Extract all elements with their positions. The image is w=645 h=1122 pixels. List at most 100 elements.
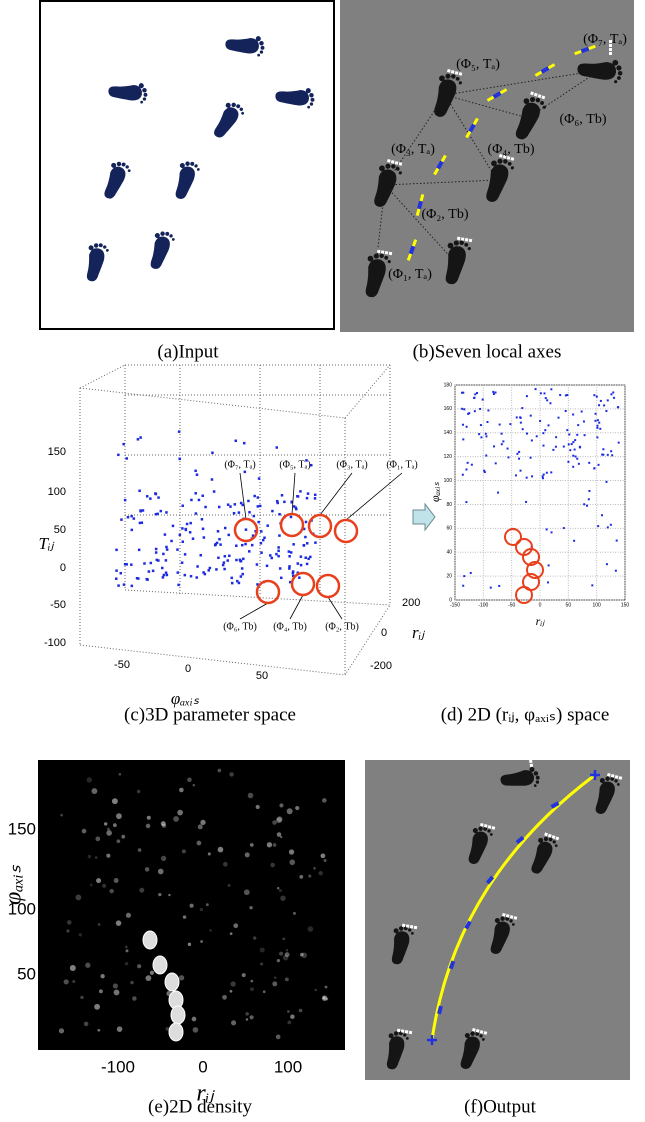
scatter-dot bbox=[461, 423, 464, 426]
scatter-dot bbox=[244, 528, 248, 531]
y-tick-label: 180 bbox=[444, 382, 453, 388]
scatter-dot bbox=[269, 554, 272, 557]
density-blob bbox=[241, 973, 246, 978]
link bbox=[384, 179, 498, 186]
density-blob bbox=[280, 835, 283, 839]
highlight bbox=[290, 571, 316, 597]
density-blob bbox=[191, 1016, 197, 1022]
density-blob bbox=[288, 849, 295, 855]
axis-label: (Φ₁, Tₐ) bbox=[386, 459, 417, 470]
scatter-dot bbox=[164, 571, 168, 574]
scatter-dot bbox=[194, 469, 197, 473]
scatter-dot bbox=[611, 454, 614, 457]
density-blob bbox=[113, 878, 119, 883]
marker bbox=[401, 923, 406, 928]
density-blob bbox=[245, 1012, 249, 1016]
density-blob bbox=[313, 867, 316, 870]
scatter-dot bbox=[165, 511, 168, 514]
scatter-dot bbox=[479, 424, 482, 427]
density-blob bbox=[192, 1027, 199, 1033]
marker bbox=[537, 94, 542, 98]
density-blob bbox=[187, 777, 192, 783]
density-blob bbox=[137, 848, 142, 852]
scatter-dot bbox=[234, 439, 238, 443]
scatter-dot bbox=[562, 445, 565, 448]
density-blob bbox=[96, 878, 102, 884]
scatter-dot bbox=[525, 432, 528, 435]
scatter-dot bbox=[291, 570, 295, 573]
scatter-dot bbox=[544, 429, 547, 432]
scatter-dot bbox=[487, 409, 490, 412]
link bbox=[444, 94, 498, 181]
scatter-dot bbox=[183, 573, 187, 577]
scatter-dot bbox=[591, 584, 594, 587]
y-tick-label: 80 bbox=[446, 502, 452, 508]
scatter-dot bbox=[299, 563, 303, 567]
scatter-dot bbox=[132, 517, 136, 520]
scatter-dot bbox=[462, 438, 465, 441]
marker bbox=[618, 776, 623, 780]
link bbox=[444, 69, 601, 96]
scatter-dot bbox=[244, 542, 247, 546]
scatter-dot bbox=[138, 489, 141, 493]
marker bbox=[609, 40, 612, 43]
scatter-dot bbox=[291, 571, 295, 575]
scatter-dot bbox=[243, 470, 247, 474]
marker bbox=[491, 826, 496, 830]
scatter-dot bbox=[191, 537, 195, 540]
scatter-dot bbox=[227, 533, 230, 537]
density-blob bbox=[287, 1010, 290, 1013]
pointer bbox=[239, 602, 269, 620]
scatter-dot bbox=[463, 408, 466, 411]
scatter-dot bbox=[547, 424, 550, 427]
scatter-dot bbox=[135, 576, 139, 580]
scatter-dot bbox=[183, 553, 187, 556]
density-blob bbox=[227, 883, 231, 887]
highlight bbox=[333, 518, 359, 544]
marker bbox=[475, 1029, 480, 1033]
density-blob bbox=[121, 834, 126, 839]
scatter-dot bbox=[465, 425, 468, 428]
scatter-dot bbox=[582, 420, 585, 423]
scatter-dot bbox=[258, 504, 262, 508]
scatter-dot bbox=[478, 433, 481, 436]
scatter-dot bbox=[525, 500, 528, 503]
density-blob bbox=[278, 889, 282, 893]
scatter-dot bbox=[468, 412, 471, 415]
density-blob bbox=[282, 937, 286, 941]
scatter-dot bbox=[190, 498, 193, 502]
local-axis-core bbox=[540, 66, 550, 74]
x-tick-label: -150 bbox=[450, 602, 460, 608]
scatter-dot bbox=[161, 576, 165, 579]
scatter-dot bbox=[587, 498, 590, 501]
scatter-dot bbox=[256, 505, 260, 508]
scatter-dot bbox=[586, 504, 589, 507]
scatter-dot bbox=[201, 494, 204, 497]
link bbox=[384, 94, 446, 186]
axis-label: (Φ₅, Tₐ) bbox=[279, 459, 310, 470]
density-blob bbox=[181, 849, 186, 854]
density-blob bbox=[299, 952, 304, 957]
density-blob bbox=[160, 821, 166, 827]
scatter-dot bbox=[157, 496, 160, 499]
scatter-dot bbox=[197, 498, 201, 502]
scatter-dot bbox=[256, 583, 259, 586]
scatter-dot bbox=[597, 463, 600, 466]
scatter-dot bbox=[157, 559, 160, 562]
scatter-dot bbox=[305, 496, 309, 500]
highlight bbox=[522, 548, 540, 566]
scatter-dot bbox=[288, 555, 291, 558]
density-blob bbox=[292, 911, 296, 915]
scatter-dot bbox=[289, 515, 293, 519]
scatter-dot bbox=[294, 506, 298, 509]
density-blob bbox=[125, 949, 129, 953]
scatter-dot bbox=[588, 461, 591, 464]
axis-label: (Φ₅, Tₐ) bbox=[456, 57, 500, 72]
scatter-dot bbox=[275, 552, 278, 556]
scatter-dot bbox=[519, 421, 522, 424]
scatter-dot bbox=[588, 489, 591, 492]
x-tick-label: 0 bbox=[539, 602, 542, 608]
marker bbox=[551, 835, 556, 839]
density-peak bbox=[142, 930, 158, 950]
density-blob bbox=[301, 952, 308, 959]
